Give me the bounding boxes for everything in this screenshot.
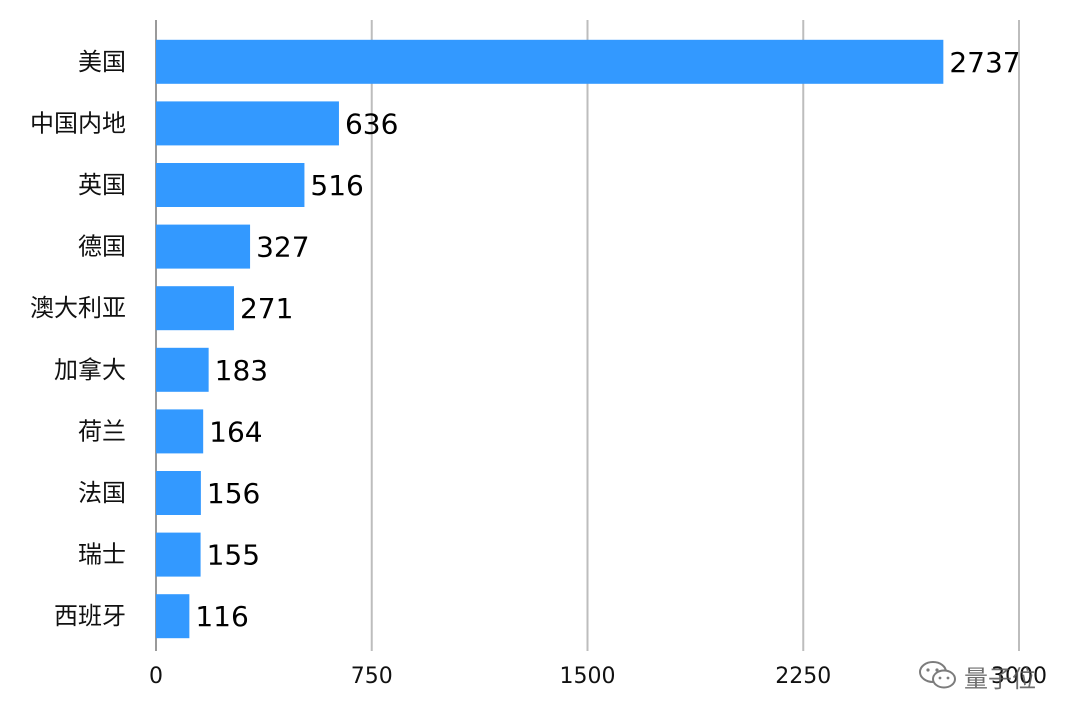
value-label: 156 [207, 477, 260, 510]
category-label: 加拿大 [54, 356, 126, 384]
bar [156, 39, 944, 84]
bar [156, 163, 305, 207]
category-label: 澳大利亚 [30, 294, 126, 322]
value-label: 155 [207, 539, 260, 572]
category-label: 荷兰 [78, 417, 126, 445]
bar [156, 224, 251, 269]
value-label: 116 [195, 600, 248, 633]
value-label: 164 [209, 415, 262, 448]
category-label: 德国 [78, 233, 126, 261]
x-axis-tick-labels: 0 750 1500 2250 3000 [149, 664, 1047, 689]
category-label: 英国 [78, 171, 126, 199]
value-label: 516 [310, 169, 363, 202]
bar [156, 594, 190, 639]
value-label: 183 [215, 354, 268, 387]
bar [156, 347, 209, 392]
category-label: 法国 [78, 479, 126, 507]
bar [156, 101, 339, 146]
bar [156, 532, 201, 577]
category-label: 西班牙 [54, 602, 126, 630]
wechat-icon [919, 661, 956, 689]
watermark-text: 量子位 [964, 664, 1036, 693]
value-label: 636 [345, 107, 398, 140]
x-tick-label: 750 [351, 664, 393, 689]
category-label: 中国内地 [30, 109, 126, 137]
x-tick-label: 1500 [560, 664, 616, 689]
value-label: 2737 [949, 46, 1020, 79]
watermark: 量子位 [918, 654, 1058, 698]
bar [156, 471, 201, 515]
category-label: 美国 [78, 48, 126, 76]
bars [156, 39, 944, 639]
value-label: 271 [240, 292, 293, 325]
category-label: 瑞士 [78, 541, 126, 569]
x-tick-label: 3000 [991, 664, 1047, 689]
value-label: 327 [256, 231, 309, 264]
x-tick-label: 0 [149, 664, 163, 689]
x-tick-label: 2250 [775, 664, 831, 689]
bar [156, 409, 204, 454]
bar [156, 286, 234, 331]
